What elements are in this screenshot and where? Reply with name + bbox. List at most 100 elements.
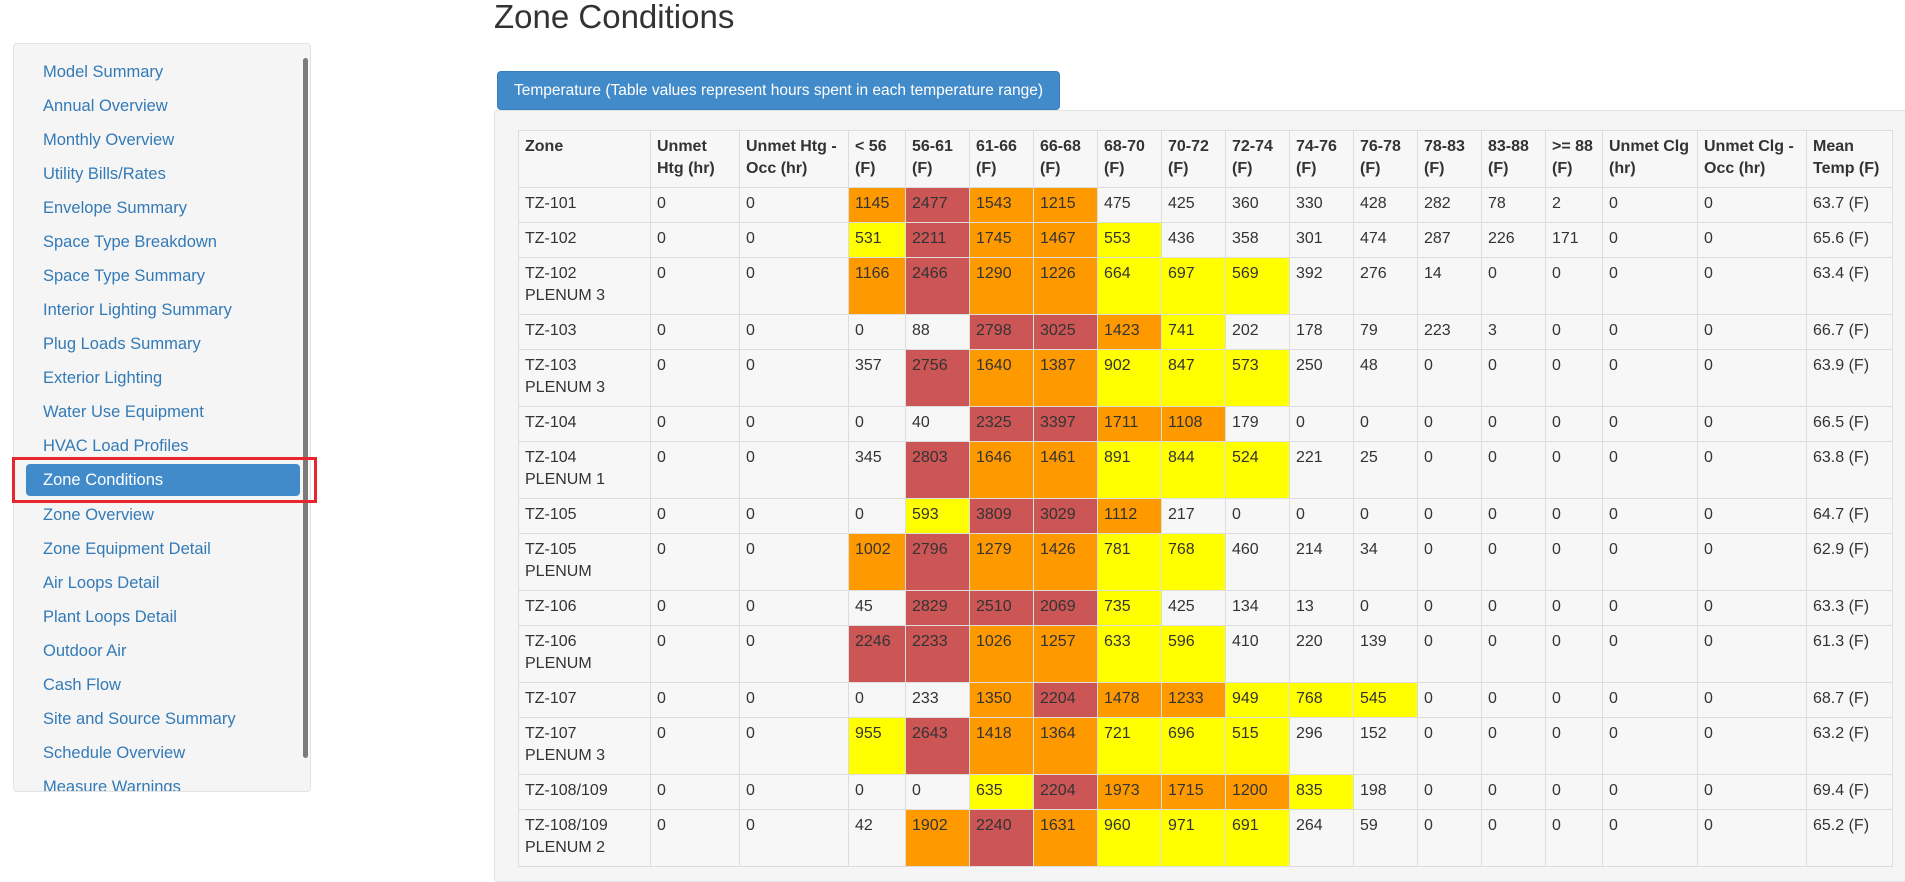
- table-cell: 0: [848, 314, 906, 350]
- zone-name-cell: TZ-104: [518, 406, 651, 442]
- table-cell: 0: [848, 406, 906, 442]
- table-cell: 0: [1697, 187, 1807, 223]
- table-cell: 1257: [1033, 625, 1098, 683]
- table-cell: 0: [650, 774, 740, 810]
- table-cell: 1711: [1097, 406, 1162, 442]
- table-cell: 0: [739, 406, 849, 442]
- table-cell: 226: [1481, 222, 1546, 258]
- zone-name-cell: TZ-101: [518, 187, 651, 223]
- table-cell: 0: [739, 314, 849, 350]
- sidebar-link[interactable]: Plant Loops Detail: [43, 608, 177, 626]
- table-cell: 2246: [848, 625, 906, 683]
- sidebar-link[interactable]: Cash Flow: [43, 676, 121, 694]
- column-header: Unmet Htg - Occ (hr): [739, 130, 849, 188]
- table-cell: 0: [739, 349, 849, 407]
- table-cell: 214: [1289, 533, 1354, 591]
- zone-name-cell: TZ-107: [518, 682, 651, 718]
- sidebar-link[interactable]: Utility Bills/Rates: [43, 165, 166, 183]
- table-cell: 68.7 (F): [1806, 682, 1893, 718]
- sidebar-link[interactable]: Measure Warnings: [43, 778, 181, 792]
- sidebar-link[interactable]: Space Type Breakdown: [43, 233, 217, 251]
- sidebar-link[interactable]: Water Use Equipment: [43, 403, 204, 421]
- table-row: TZ-108/109 0 0 0 0 635 2204 1973 1715 1200 835 198 0…: [518, 774, 1893, 810]
- sidebar-item: Zone Conditions: [26, 464, 310, 498]
- table-cell: 425: [1161, 187, 1226, 223]
- sidebar-link[interactable]: Zone Conditions: [26, 464, 300, 496]
- table-cell: 61.3 (F): [1806, 625, 1893, 683]
- table-cell: 1364: [1033, 717, 1098, 775]
- sidebar-link[interactable]: Zone Equipment Detail: [43, 540, 211, 558]
- sidebar-link[interactable]: Envelope Summary: [43, 199, 187, 217]
- table-cell: 296: [1289, 717, 1354, 775]
- sidebar-link[interactable]: Exterior Lighting: [43, 369, 163, 387]
- sidebar-item: Space Type Summary: [26, 259, 310, 293]
- table-cell: 0: [848, 774, 906, 810]
- table-cell: 63.3 (F): [1806, 590, 1893, 626]
- sidebar-link[interactable]: Outdoor Air: [43, 642, 127, 660]
- table-row: TZ-101 0 0 1145 2477 1543 1215 475 425 360 330 428 2…: [518, 187, 1893, 223]
- table-row: TZ-106 PLENUM 0 0 2246 2233 1026 1257 633 596 410…: [518, 625, 1893, 683]
- table-cell: 0: [1353, 498, 1418, 534]
- table-cell: 2803: [905, 441, 970, 499]
- table-cell: 0: [650, 222, 740, 258]
- table-cell: 0: [1417, 441, 1482, 499]
- table-row: TZ-107 PLENUM 3 0 0 955 2643 1418 1364 721 696 51…: [518, 717, 1893, 775]
- table-cell: 696: [1161, 717, 1226, 775]
- sidebar-link[interactable]: Space Type Summary: [43, 267, 206, 285]
- zone-name-cell: TZ-108/109: [518, 774, 651, 810]
- table-cell: 198: [1353, 774, 1418, 810]
- table-cell: 63.9 (F): [1806, 349, 1893, 407]
- table-cell: 2211: [905, 222, 970, 258]
- sidebar-link[interactable]: Model Summary: [43, 63, 164, 81]
- table-cell: 0: [739, 590, 849, 626]
- annotation-highlight-box: [12, 457, 317, 503]
- table-cell: 264: [1289, 809, 1354, 867]
- table-cell: 0: [1481, 774, 1546, 810]
- table-cell: 0: [848, 498, 906, 534]
- table-row: TZ-108/109 PLENUM 2 0 0 42 1902 2240 1631 960 97…: [518, 809, 1893, 867]
- table-cell: 1233: [1161, 682, 1226, 718]
- sidebar-link[interactable]: Zone Overview: [43, 506, 154, 524]
- table-cell: 287: [1417, 222, 1482, 258]
- table-header-row: Zone Unmet Htg (hr) Unmet Htg - Occ (hr) < …: [518, 130, 1893, 188]
- sidebar-scrollbar[interactable]: [303, 58, 308, 758]
- table-cell: 0: [1545, 349, 1603, 407]
- table-cell: 13: [1289, 590, 1354, 626]
- temperature-tab-button[interactable]: Temperature (Table values represent hour…: [497, 71, 1061, 110]
- table-cell: 0: [1602, 222, 1698, 258]
- sidebar-link[interactable]: Air Loops Detail: [43, 574, 160, 592]
- sidebar-item: Annual Overview: [26, 89, 310, 123]
- table-cell: 64.7 (F): [1806, 498, 1893, 534]
- table-cell: 0: [1697, 625, 1807, 683]
- table-cell: 0: [650, 533, 740, 591]
- table-cell: 2204: [1033, 774, 1098, 810]
- table-cell: 0: [1481, 533, 1546, 591]
- table-cell: 531: [848, 222, 906, 258]
- table-cell: 34: [1353, 533, 1418, 591]
- table-cell: 1745: [969, 222, 1034, 258]
- sidebar-link[interactable]: Annual Overview: [43, 97, 168, 115]
- column-header: 72-74 (F): [1225, 130, 1290, 188]
- sidebar-link[interactable]: Interior Lighting Summary: [43, 301, 232, 319]
- table-cell: 0: [739, 717, 849, 775]
- table-cell: 0: [1481, 406, 1546, 442]
- sidebar-link[interactable]: Schedule Overview: [43, 744, 186, 762]
- column-header: Unmet Clg (hr): [1602, 130, 1698, 188]
- table-cell: 0: [1417, 349, 1482, 407]
- table-cell: 0: [650, 441, 740, 499]
- sidebar-link[interactable]: Plug Loads Summary: [43, 335, 201, 353]
- sidebar-link[interactable]: Site and Source Summary: [43, 710, 236, 728]
- sidebar-link[interactable]: HVAC Load Profiles: [43, 437, 189, 455]
- table-cell: 0: [1353, 406, 1418, 442]
- table-cell: 233: [905, 682, 970, 718]
- table-cell: 0: [1602, 774, 1698, 810]
- sidebar-link[interactable]: Monthly Overview: [43, 131, 175, 149]
- table-cell: 0: [1697, 682, 1807, 718]
- zone-name-cell: TZ-108/109 PLENUM 2: [518, 809, 651, 867]
- table-cell: 0: [1481, 349, 1546, 407]
- table-cell: 3397: [1033, 406, 1098, 442]
- table-cell: 971: [1161, 809, 1226, 867]
- table-cell: 1715: [1161, 774, 1226, 810]
- table-cell: 474: [1353, 222, 1418, 258]
- column-header: Mean Temp (F): [1806, 130, 1893, 188]
